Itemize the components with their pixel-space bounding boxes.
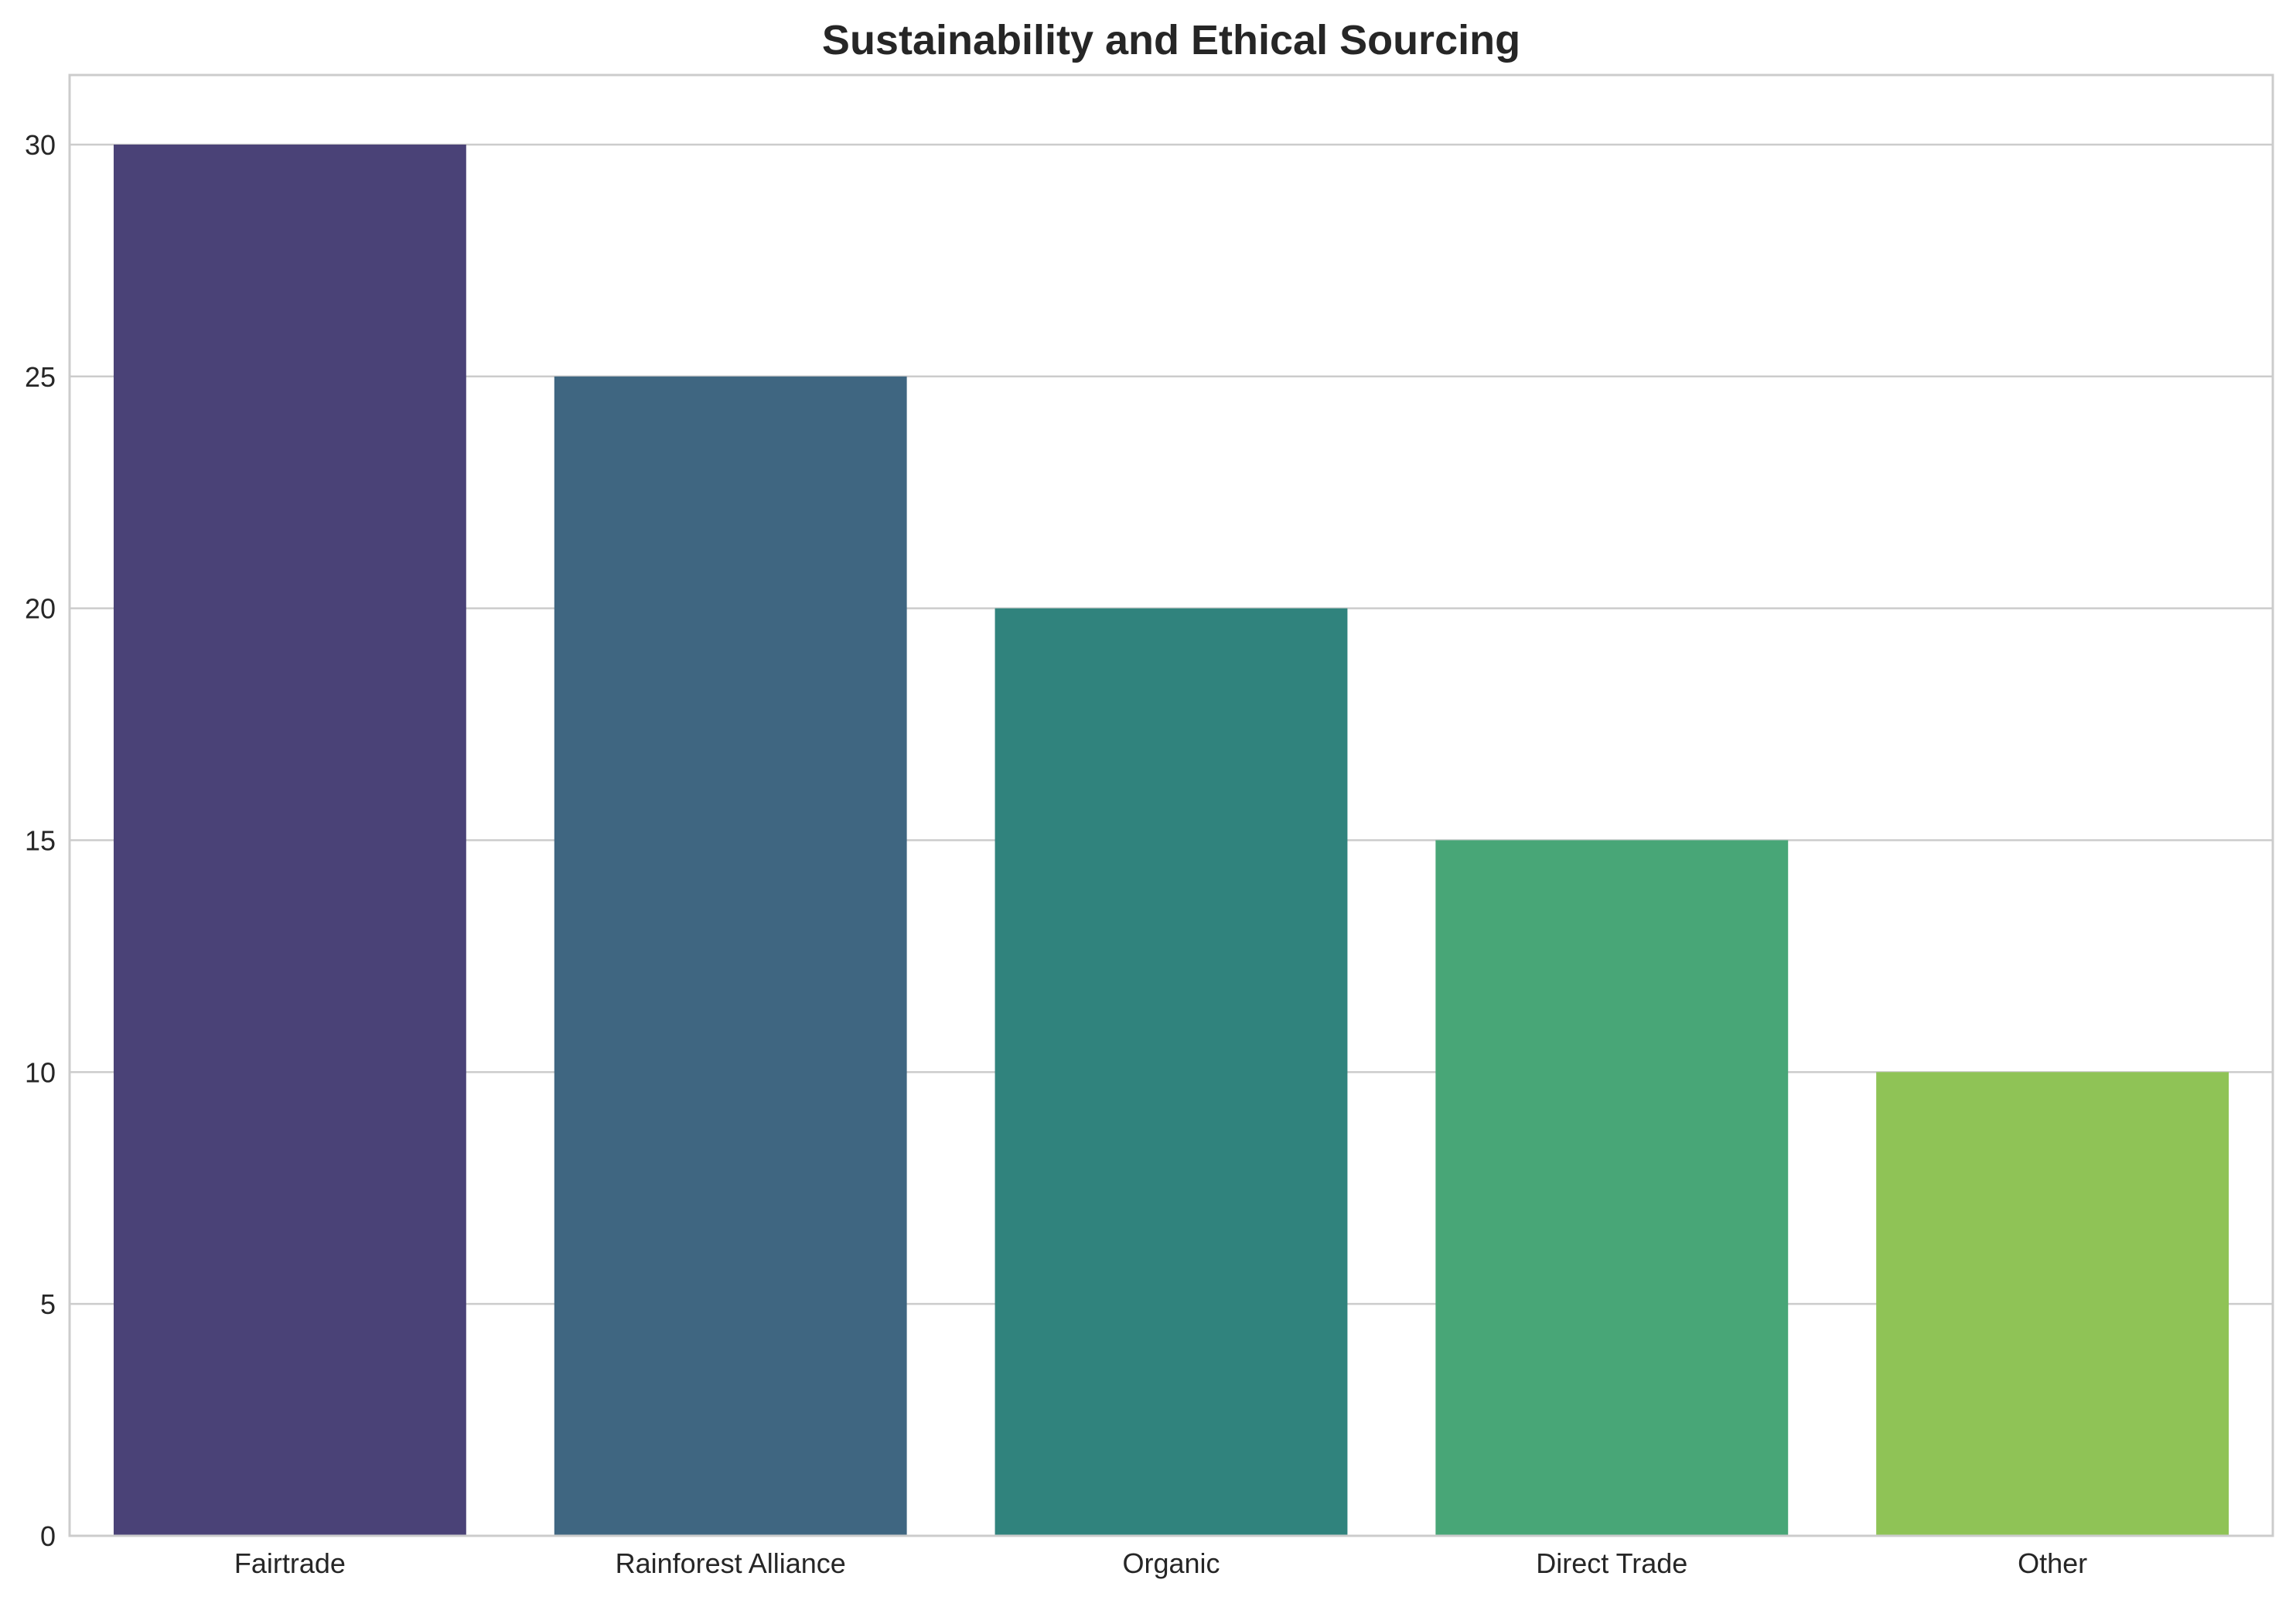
plot-frame	[68, 73, 2274, 1537]
bar-rainforest-alliance	[554, 376, 907, 1536]
y-tick-label: 30	[25, 129, 56, 161]
y-tick-label: 20	[25, 593, 56, 625]
x-tick-label: Other	[2018, 1547, 2087, 1579]
bars	[113, 144, 2229, 1536]
x-tick-label: Fairtrade	[234, 1547, 346, 1579]
y-tick-label: 5	[40, 1288, 56, 1320]
chart-title: Sustainability and Ethical Sourcing	[822, 17, 1520, 63]
x-tick-label: Rainforest Alliance	[616, 1547, 846, 1579]
x-tick-label: Direct Trade	[1536, 1547, 1687, 1579]
x-tick-label: Organic	[1122, 1547, 1220, 1579]
bar-direct-trade	[1435, 840, 1789, 1536]
y-axis-ticks: 0 5 10 15 20 25 30	[25, 129, 56, 1552]
bar-other	[1876, 1072, 2229, 1536]
bar-organic	[994, 608, 1348, 1536]
bar-fairtrade	[113, 144, 466, 1536]
x-axis-ticks: Fairtrade Rainforest Alliance Organic Direc…	[234, 1547, 2087, 1579]
y-tick-label: 10	[25, 1056, 56, 1088]
y-tick-label: 15	[25, 824, 56, 856]
y-tick-label: 0	[40, 1520, 56, 1552]
y-tick-label: 25	[25, 361, 56, 393]
